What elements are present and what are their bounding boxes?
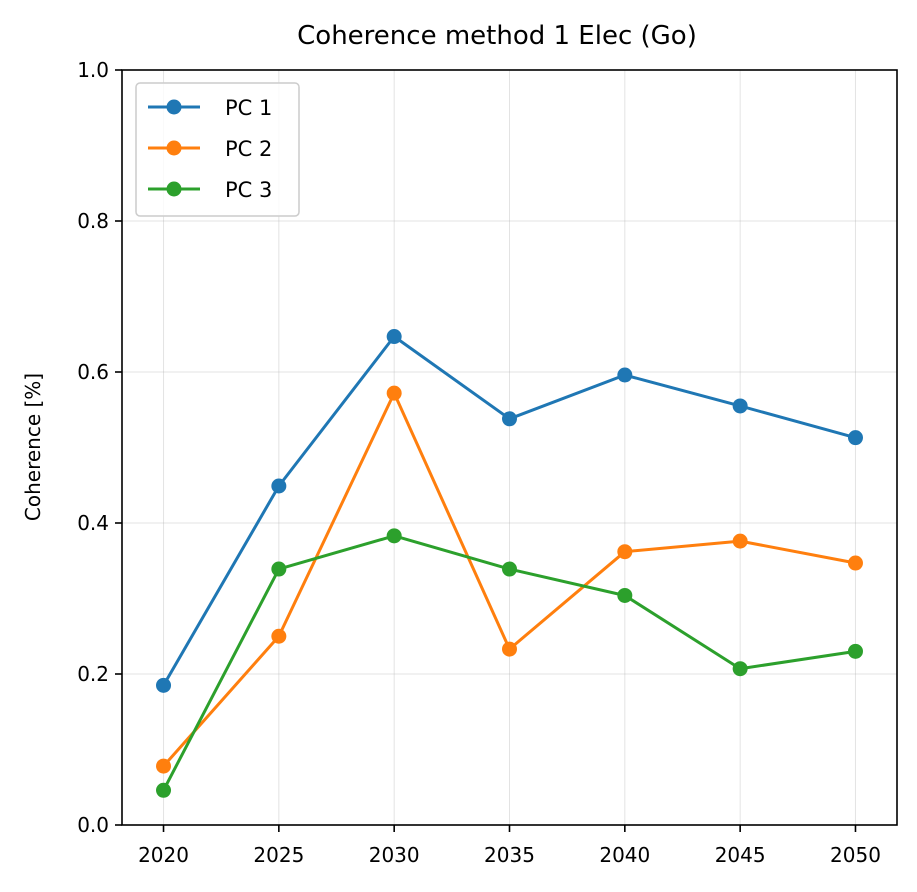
data-point <box>617 587 633 603</box>
data-point <box>732 661 748 677</box>
data-point <box>617 367 633 383</box>
data-point <box>732 533 748 549</box>
data-point <box>271 561 287 577</box>
x-tick-label: 2050 <box>830 843 881 867</box>
y-tick-label: 1.0 <box>77 58 109 82</box>
data-point <box>156 782 172 798</box>
legend-item: PC 1 <box>148 96 272 120</box>
data-point <box>847 643 863 659</box>
data-point <box>502 411 517 427</box>
y-tick-label: 0.8 <box>77 209 109 233</box>
data-point <box>386 329 402 345</box>
data-point <box>847 430 863 446</box>
legend-label: PC 1 <box>225 96 272 120</box>
legend-marker <box>166 181 182 197</box>
x-tick-label: 2045 <box>715 843 766 867</box>
legend: PC 1 PC 2 PC 3 <box>135 82 300 217</box>
y-axis-label: Coherence [%] <box>21 373 45 521</box>
data-point <box>156 758 172 774</box>
x-tick-label: 2030 <box>369 843 420 867</box>
y-tick-label: 0.6 <box>77 360 109 384</box>
legend-label: PC 2 <box>225 137 272 161</box>
data-point <box>271 478 287 494</box>
legend-marker <box>166 99 182 115</box>
legend-item: PC 3 <box>148 178 272 202</box>
data-point <box>732 398 748 414</box>
data-point <box>847 555 863 571</box>
data-point <box>502 641 517 657</box>
data-point <box>502 561 517 577</box>
y-tick-label: 0.4 <box>77 511 109 535</box>
x-tick-label: 2025 <box>253 843 304 867</box>
y-axis: 0.0 0.2 0.4 0.6 0.8 1.0 <box>77 58 122 837</box>
chart-title: Coherence method 1 Elec (Go) <box>297 21 697 51</box>
x-tick-label: 2040 <box>599 843 650 867</box>
series-layer <box>156 329 863 798</box>
series-2 <box>156 385 863 774</box>
data-point <box>156 677 172 693</box>
x-tick-label: 2020 <box>138 843 189 867</box>
series-1 <box>156 329 863 693</box>
y-tick-label: 0.2 <box>77 662 109 686</box>
series-3 <box>156 528 863 798</box>
legend-marker <box>166 140 182 156</box>
data-point <box>271 628 287 644</box>
y-tick-label: 0.0 <box>77 813 109 837</box>
legend-label: PC 3 <box>225 178 272 202</box>
legend-item: PC 2 <box>148 137 272 161</box>
data-point <box>386 528 402 544</box>
data-point <box>617 544 633 560</box>
x-axis: 2020 2025 2030 2035 2040 2045 2050 <box>138 825 881 867</box>
data-point <box>386 385 402 401</box>
x-tick-label: 2035 <box>484 843 535 867</box>
